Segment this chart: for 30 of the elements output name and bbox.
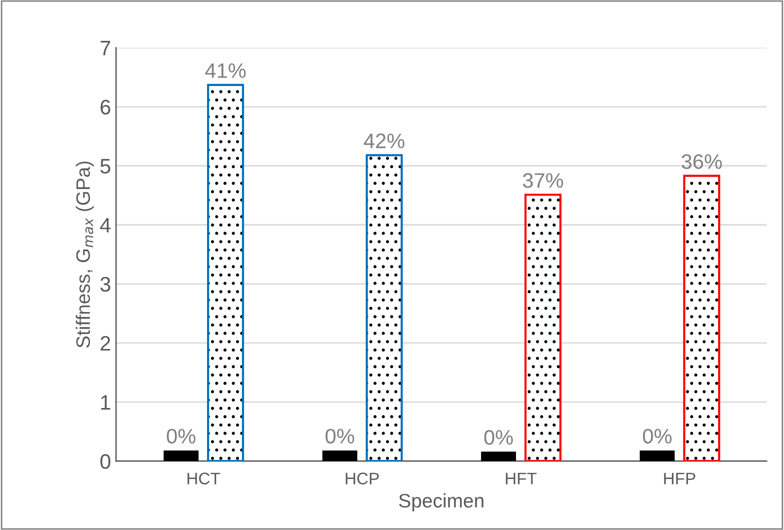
- annotation: 37%: [522, 173, 564, 188]
- bar: [366, 154, 403, 462]
- y-tick-label: 1: [101, 395, 110, 410]
- y-tick-label: 3: [100, 276, 110, 292]
- annotation: 0%: [166, 428, 196, 444]
- bar: [683, 174, 720, 462]
- y-tick-label: 5: [100, 159, 110, 174]
- bar: [640, 450, 675, 462]
- bar: [481, 452, 516, 462]
- bar: [322, 450, 358, 462]
- annotation: 36%: [682, 154, 722, 169]
- y-tick-label: 6: [100, 100, 110, 115]
- annotation: 0%: [326, 428, 354, 444]
- bar: [524, 194, 562, 462]
- y-tick-label: 7: [100, 40, 110, 56]
- x-tick-label: HCP: [346, 472, 379, 484]
- bar: [207, 84, 244, 462]
- y-tick-label: 0: [100, 454, 110, 469]
- annotation: 0%: [643, 428, 672, 444]
- annotation: 0%: [484, 430, 513, 445]
- x-tick-label: HCT: [188, 472, 220, 484]
- y-tick-label: 4: [100, 218, 111, 232]
- x-tick-label: HFT: [506, 472, 537, 484]
- annotation: 42%: [364, 134, 404, 148]
- bar: [164, 450, 199, 462]
- y-axis-title: Stiffness, G$_{max}$ (GPa): [76, 162, 94, 348]
- x-axis-title: Specimen: [399, 493, 484, 512]
- y-tick-label: 2: [100, 336, 110, 351]
- x-tick-label: HFP: [664, 472, 696, 484]
- annotation: 41%: [205, 63, 246, 78]
